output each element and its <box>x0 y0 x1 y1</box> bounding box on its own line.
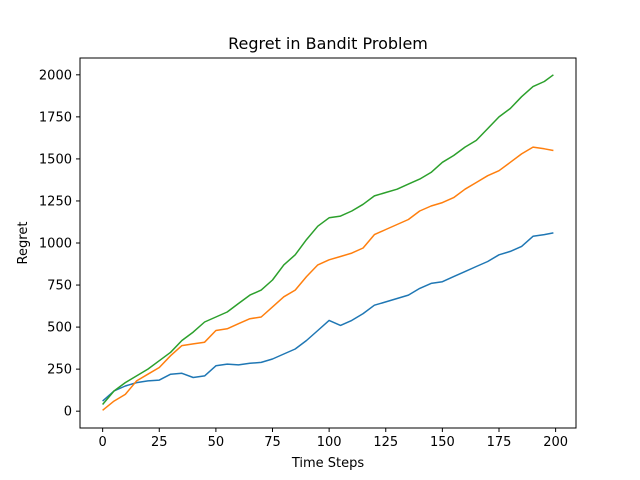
series-layer <box>102 74 554 411</box>
series-line-3 <box>102 74 554 405</box>
y-tick-label: 0 <box>64 405 72 420</box>
y-tick-label: 1750 <box>39 110 72 125</box>
x-axis-label: Time Steps <box>291 456 365 471</box>
y-tick-label: 2000 <box>39 68 72 83</box>
x-tick-label: 125 <box>373 435 398 450</box>
y-tick-label: 750 <box>47 279 72 294</box>
y-tick-label: 1250 <box>39 194 72 209</box>
chart-title: Regret in Bandit Problem <box>228 34 428 53</box>
x-tick-label: 175 <box>487 435 512 450</box>
y-tick-label: 1500 <box>39 152 72 167</box>
plot-frame <box>79 57 577 429</box>
y-axis-label: Regret <box>16 222 31 265</box>
x-tick-label: 75 <box>264 435 281 450</box>
y-tick-label: 250 <box>47 363 72 378</box>
y-tick-label: 1000 <box>39 237 72 252</box>
x-tick-label: 150 <box>430 435 455 450</box>
ticks-layer: 0 25 50 75 100 125 150 175 200025050075010001250… <box>39 68 568 450</box>
x-tick-label: 50 <box>208 435 225 450</box>
x-tick-label: 0 <box>99 435 107 450</box>
x-tick-label: 25 <box>151 435 168 450</box>
x-tick-label: 200 <box>543 435 568 450</box>
x-tick-label: 100 <box>317 435 342 450</box>
series-line-2 <box>102 146 554 411</box>
series-line-1 <box>102 232 554 402</box>
y-tick-label: 500 <box>47 321 72 336</box>
